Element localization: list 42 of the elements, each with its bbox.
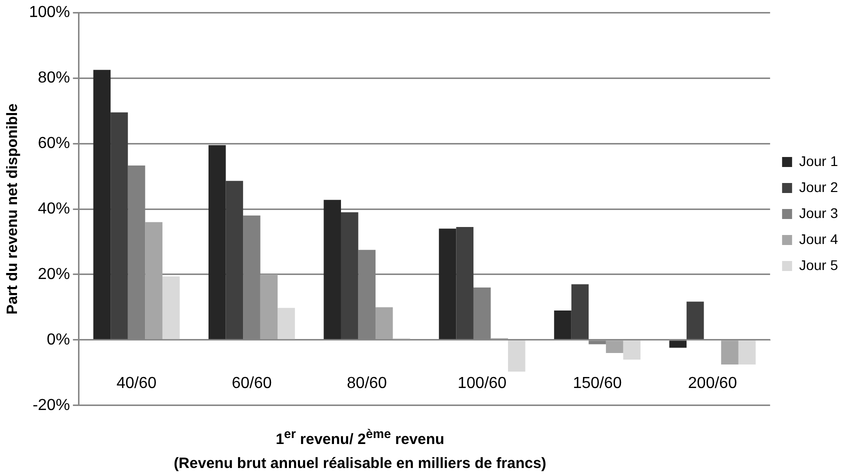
bar bbox=[110, 112, 128, 340]
bar bbox=[376, 307, 393, 340]
bar bbox=[438, 228, 456, 340]
bar bbox=[606, 340, 624, 354]
bar bbox=[456, 227, 474, 340]
x-tick-label: 60/60 bbox=[232, 374, 272, 392]
y-tick-label: 0% bbox=[46, 331, 70, 348]
bar bbox=[340, 212, 358, 340]
y-tick-label: 80% bbox=[38, 69, 70, 86]
y-tick-label: 40% bbox=[38, 200, 70, 218]
bar bbox=[508, 340, 526, 372]
y-axis-title: Part du revenu net disponible bbox=[4, 104, 22, 314]
bar bbox=[669, 340, 687, 348]
legend-label: Jour 3 bbox=[799, 204, 838, 221]
bar bbox=[324, 200, 341, 340]
bar bbox=[571, 284, 589, 340]
y-tick-label: 20% bbox=[38, 266, 70, 283]
bar bbox=[226, 180, 244, 340]
bar bbox=[208, 145, 226, 340]
legend-label: Jour 5 bbox=[799, 256, 838, 273]
bar bbox=[623, 340, 640, 360]
bar bbox=[145, 222, 162, 340]
y-tick-label: 100% bbox=[29, 4, 70, 22]
bar bbox=[686, 302, 704, 340]
legend-label: Jour 4 bbox=[799, 230, 838, 247]
x-tick-label: 200/60 bbox=[688, 374, 738, 392]
x-axis-title: 1$^{er}$ revenu/ 2$^{ème}$ revenu (Revenu brut annuel réalisable en milliers de francs) bbox=[172, 426, 548, 474]
x-tick-label: 150/60 bbox=[572, 374, 622, 392]
y-tick-label: 60% bbox=[38, 134, 70, 152]
bar bbox=[162, 276, 180, 340]
bar bbox=[93, 70, 111, 340]
legend-label: Jour 2 bbox=[799, 178, 838, 195]
x-tick-label: 40/60 bbox=[116, 374, 157, 392]
bar bbox=[278, 308, 295, 340]
bar bbox=[721, 340, 738, 364]
bar bbox=[554, 310, 572, 340]
bar bbox=[738, 340, 756, 364]
bar bbox=[260, 274, 278, 340]
x-tick-label: 100/60 bbox=[458, 374, 507, 392]
y-tick-label: -20% bbox=[32, 396, 70, 414]
x-tick-label: 80/60 bbox=[346, 374, 388, 392]
legend-label: Jour 1 bbox=[799, 152, 838, 169]
